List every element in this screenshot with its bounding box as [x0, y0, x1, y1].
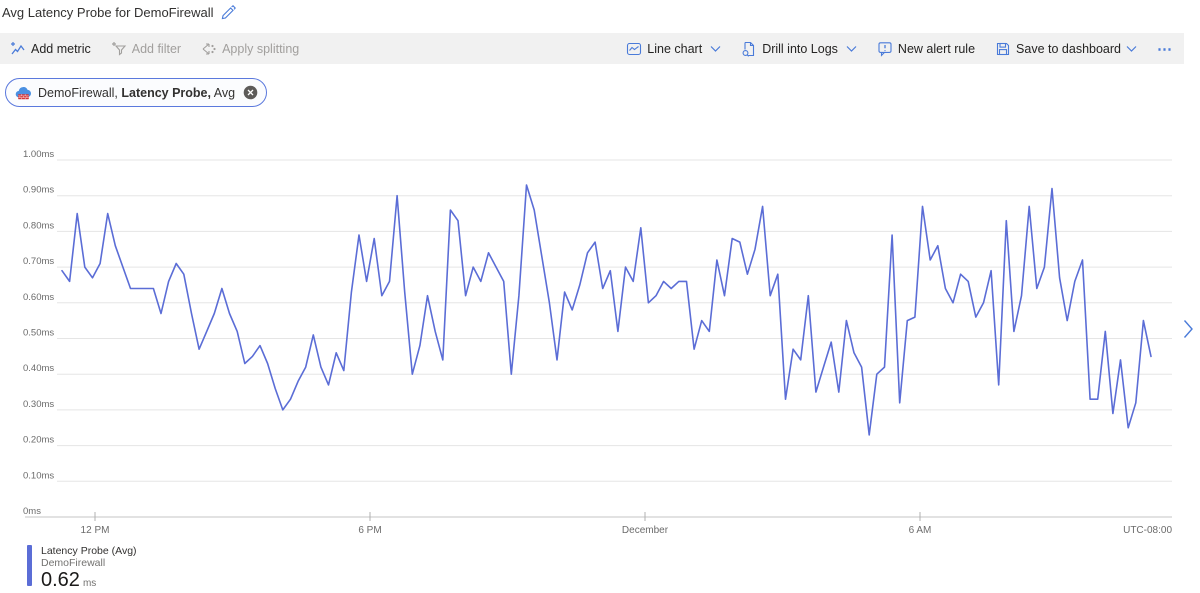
save-to-dashboard-button[interactable]: Save to dashboard [995, 41, 1137, 57]
svg-text:0.60ms: 0.60ms [23, 292, 54, 303]
svg-text:6 PM: 6 PM [358, 525, 381, 536]
add-metric-icon [10, 41, 26, 57]
command-bar: Add metric Add filter [0, 33, 1184, 64]
chevron-down-icon [846, 45, 857, 53]
chevron-down-icon [1126, 45, 1137, 53]
svg-text:1.00ms: 1.00ms [23, 149, 54, 160]
add-filter-button: Add filter [111, 41, 181, 57]
svg-text:0.40ms: 0.40ms [23, 363, 54, 374]
drill-into-logs-button[interactable]: Drill into Logs [741, 41, 857, 57]
svg-text:0.90ms: 0.90ms [23, 185, 54, 196]
close-icon[interactable] [243, 85, 258, 100]
svg-text:0.10ms: 0.10ms [23, 470, 54, 481]
drill-logs-icon [741, 41, 757, 57]
svg-text:12 PM: 12 PM [81, 525, 110, 536]
legend-series-label: Latency Probe (Avg) [41, 545, 137, 557]
add-filter-label: Add filter [131, 41, 182, 56]
line-chart-icon [626, 41, 642, 57]
line-chart-button[interactable]: Line chart [626, 41, 721, 57]
svg-text:6 AM: 6 AM [909, 525, 932, 536]
legend-unit: ms [82, 578, 97, 589]
edit-title-pencil-icon[interactable] [221, 5, 237, 20]
svg-text:0.70ms: 0.70ms [23, 256, 54, 267]
pill-aggregation: Avg [213, 85, 236, 100]
command-bar-left: Add metric Add filter [10, 41, 299, 57]
svg-text:0ms: 0ms [23, 506, 41, 517]
new-alert-rule-button[interactable]: New alert rule [877, 41, 975, 57]
pill-metric: Latency Probe, [121, 85, 211, 100]
new-alert-rule-label: New alert rule [897, 41, 976, 56]
add-metric-label: Add metric [31, 41, 91, 56]
pill-resource: DemoFirewall, [38, 85, 118, 100]
svg-text:0.20ms: 0.20ms [23, 435, 54, 446]
chevron-right-icon[interactable] [1183, 319, 1194, 339]
apply-splitting-label: Apply splitting [222, 41, 300, 56]
svg-text:December: December [622, 525, 669, 536]
firewall-icon [15, 86, 32, 100]
svg-text:0.30ms: 0.30ms [23, 399, 54, 410]
add-metric-button[interactable]: Add metric [10, 41, 91, 57]
apply-splitting-button: Apply splitting [201, 41, 299, 57]
drill-into-logs-label: Drill into Logs [762, 41, 838, 56]
legend-color-bar [27, 545, 32, 586]
more-commands-button[interactable]: ⋯ [1157, 40, 1174, 58]
apply-splitting-icon [201, 41, 217, 57]
legend-item[interactable]: Latency Probe (Avg) DemoFirewall 0.62 ms [27, 545, 137, 593]
line-chart-label: Line chart [647, 41, 703, 56]
save-icon [995, 41, 1011, 57]
chevron-down-icon [710, 45, 721, 53]
legend-value-number: 0.62 [41, 569, 80, 591]
add-filter-icon [111, 41, 127, 57]
legend-value: 0.62 ms [41, 570, 137, 593]
svg-text:0.50ms: 0.50ms [23, 328, 54, 339]
command-bar-right: Line chart Drill into Logs [626, 40, 1174, 58]
pill-text: DemoFirewall, Latency Probe, Avg [38, 86, 235, 100]
metric-pill[interactable]: DemoFirewall, Latency Probe, Avg [5, 78, 268, 107]
new-alert-rule-icon [877, 41, 893, 57]
more-icon: ⋯ [1157, 40, 1174, 58]
svg-text:UTC-08:00: UTC-08:00 [1123, 525, 1172, 536]
svg-text:0.80ms: 0.80ms [23, 220, 54, 231]
legend-resource-label: DemoFirewall [41, 557, 106, 569]
chart-title-row: Avg Latency Probe for DemoFirewall [2, 5, 237, 20]
save-to-dashboard-label: Save to dashboard [1016, 41, 1121, 56]
page-title: Avg Latency Probe for DemoFirewall [2, 5, 214, 20]
